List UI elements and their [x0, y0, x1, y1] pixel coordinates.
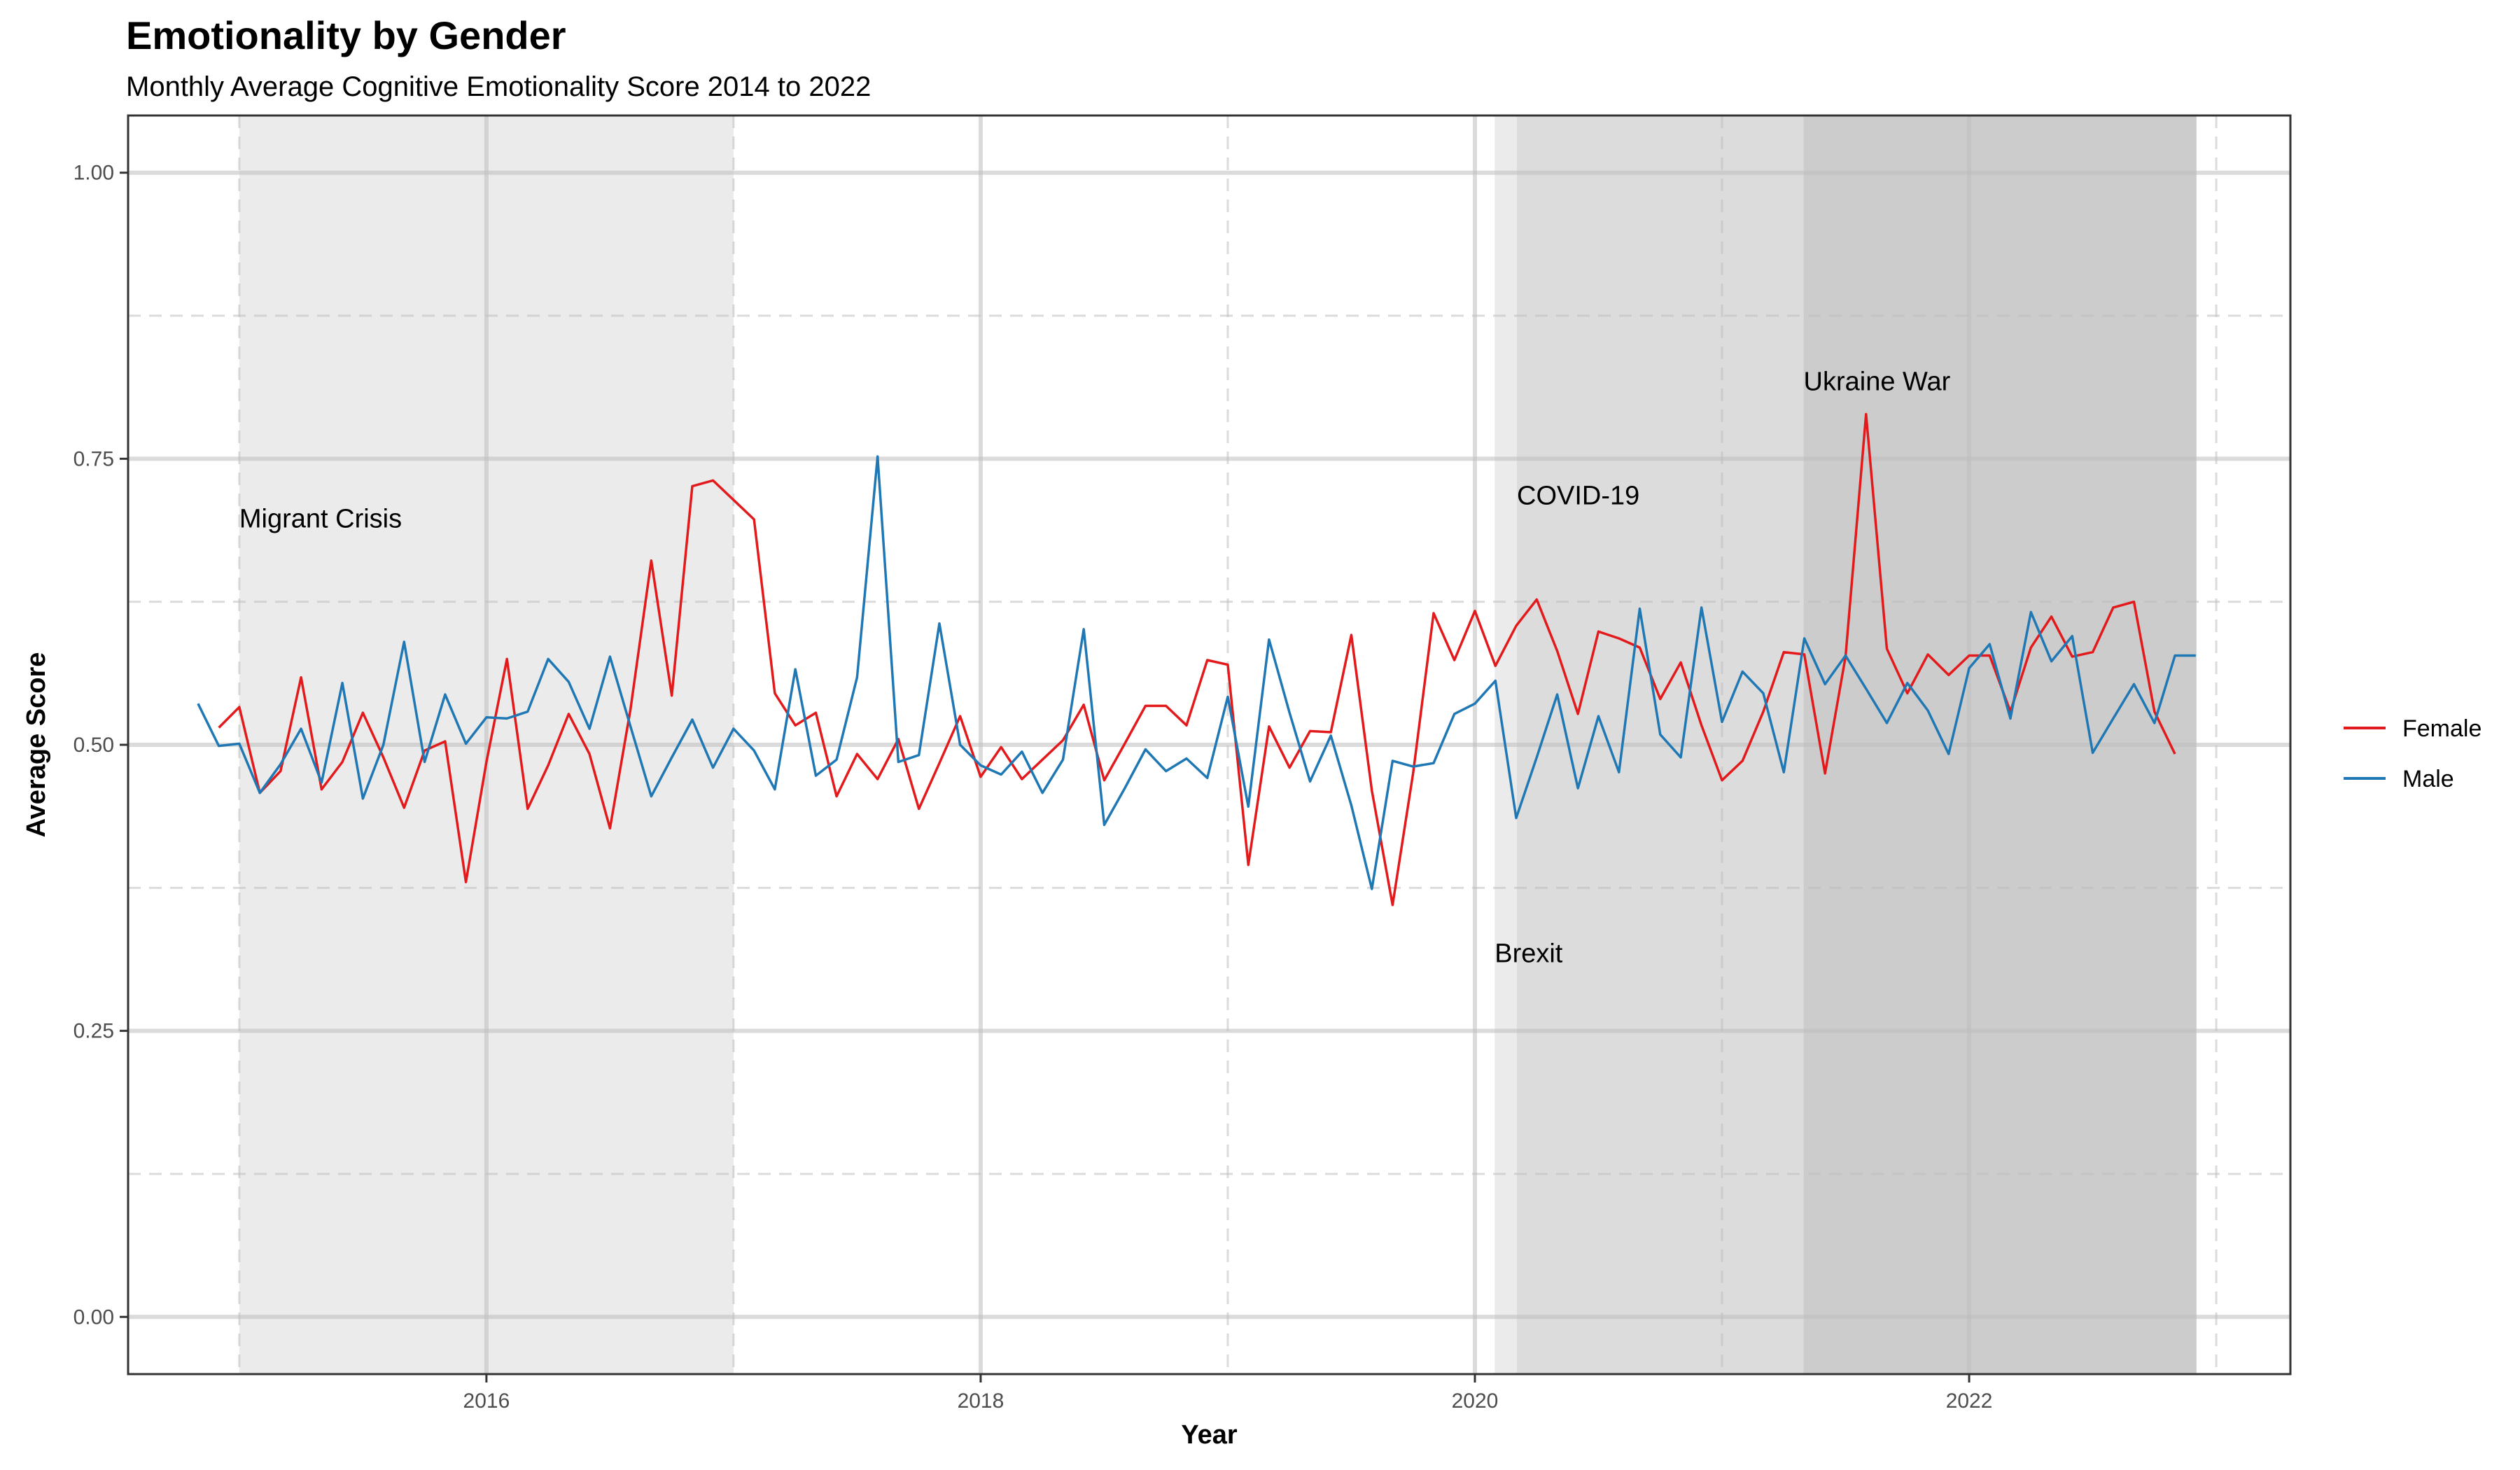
x-tick-label: 2016	[463, 1390, 510, 1413]
y-axis-title: Average Score	[22, 652, 51, 838]
x-axis-title: Year	[1181, 1420, 1238, 1450]
y-tick-label: 0.25	[74, 1020, 114, 1043]
legend-label-male: Male	[2402, 766, 2454, 792]
series-line-male	[197, 455, 2196, 890]
annotation-brexit: Brexit	[1494, 939, 1563, 969]
legend: Female Male	[2344, 715, 2482, 792]
annotation-covid-19: COVID-19	[1517, 482, 1639, 511]
annotation-ukraine-war: Ukraine War	[1804, 367, 1951, 396]
y-tick-label: 0.00	[74, 1306, 114, 1329]
legend-label-female: Female	[2402, 715, 2482, 742]
chart-subtitle: Monthly Average Cognitive Emotionality S…	[126, 71, 872, 102]
y-tick-label: 1.00	[74, 162, 114, 185]
x-tick-label: 2022	[1946, 1390, 1993, 1413]
y-tick-label: 0.75	[74, 447, 114, 470]
x-tick-label: 2020	[1452, 1390, 1499, 1413]
annotation-migrant-crisis: Migrant Crisis	[239, 504, 402, 533]
x-tick-label: 2018	[958, 1390, 1004, 1413]
y-tick-label: 0.50	[74, 734, 114, 757]
chart-title: Emotionality by Gender	[126, 13, 566, 57]
series-line-female	[218, 412, 2176, 906]
